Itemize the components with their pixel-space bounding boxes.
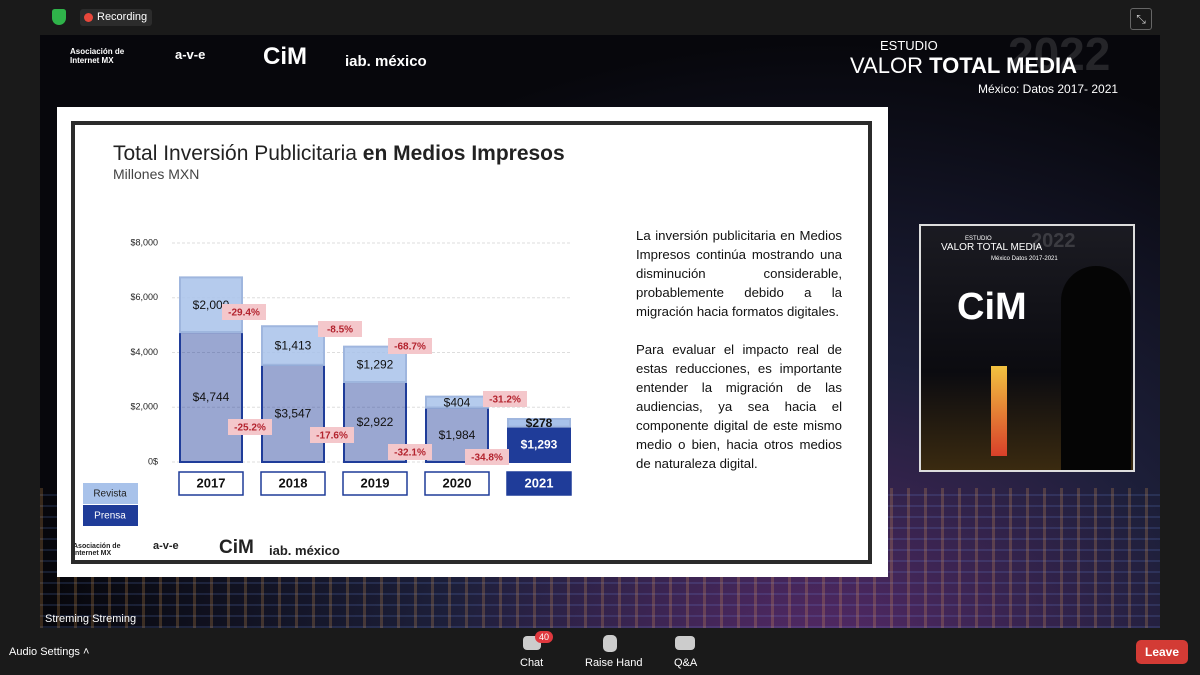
value-label: $1,984: [439, 428, 476, 442]
leave-button[interactable]: Leave: [1136, 640, 1188, 664]
security-icon[interactable]: [52, 9, 66, 25]
change-badge: [465, 449, 509, 465]
logo: iab. méxico: [345, 53, 427, 70]
change-label: -8.5%: [327, 325, 353, 336]
logo: Asociación de Internet MX: [70, 47, 125, 65]
bar-segment: [425, 406, 489, 463]
change-label: -31.2%: [489, 395, 521, 406]
category-box: [260, 471, 326, 496]
chat-badge: 40: [535, 631, 554, 643]
audio-label: Audio Settings: [9, 646, 80, 658]
legend-label: Prensa: [94, 511, 126, 522]
y-tick-label: $6,000: [130, 292, 158, 302]
change-badge: [388, 338, 432, 354]
change-label: -25.2%: [234, 423, 266, 434]
chat-button[interactable]: Chat: [520, 657, 544, 669]
value-label: $2,922: [357, 415, 394, 429]
change-label: -68.7%: [394, 342, 426, 353]
value-label: $1,413: [275, 339, 312, 353]
category-box: [506, 471, 572, 496]
slide-footer-logos: Asociación de Internet MX a-v-e CiM iab.…: [73, 535, 373, 563]
title-regular: Total Inversión Publicitaria: [113, 142, 357, 165]
study-label: ESTUDIO: [880, 38, 938, 53]
change-badge: [388, 444, 432, 460]
bar-segment: [261, 325, 325, 366]
title-regular: VALOR: [850, 53, 923, 78]
bar-segment: [507, 425, 571, 463]
x-tick-label: 2017: [197, 475, 226, 490]
recording-label: Recording: [97, 11, 148, 23]
x-tick-label: 2018: [279, 475, 308, 490]
slide-title: Total Inversión Publicitaria en Medios I…: [113, 142, 565, 166]
presenter-logo: CiM: [957, 286, 1027, 328]
value-label: $4,744: [193, 390, 230, 404]
presenter-person: [1061, 266, 1131, 470]
y-tick-label: $8,000: [130, 237, 158, 247]
change-badge: [318, 321, 362, 337]
logo: iab. méxico: [269, 543, 340, 558]
recording-indicator[interactable]: Recording: [80, 9, 152, 26]
presenter-video: ESTUDIO VALOR TOTAL MEDIA 2022 México Da…: [919, 224, 1135, 472]
slide-subtitle: Millones MXN: [113, 166, 200, 182]
study-title: VALOR TOTAL MEDIA: [850, 53, 1077, 79]
qa-icon[interactable]: [675, 636, 695, 650]
logo: a-v-e: [175, 47, 206, 62]
raise-hand-button[interactable]: Raise Hand: [585, 657, 643, 669]
change-label: -34.8%: [471, 453, 503, 464]
y-tick-label: 0$: [148, 456, 158, 466]
change-badge: [483, 391, 527, 407]
qa-button[interactable]: Q&A: [674, 657, 698, 669]
x-tick-label: 2020: [443, 475, 472, 490]
change-badge: [228, 419, 272, 435]
y-tick-label: $2,000: [130, 402, 158, 412]
bar-segment: [507, 417, 571, 428]
paragraph: Para evaluar el impacto real de estas re…: [636, 342, 842, 471]
value-label: $278: [526, 416, 553, 430]
presenter-text: 2022: [1031, 230, 1076, 252]
change-badge: [222, 304, 266, 320]
logo: CiM: [263, 43, 307, 70]
logo: CiM: [219, 537, 254, 558]
toolbar: Audio Settings ˄ 40 Chat Raise Hand Q&A …: [0, 630, 1200, 675]
change-label: -17.6%: [316, 431, 348, 442]
category-box: [178, 471, 244, 496]
title-bold: en Medios Impresos: [362, 142, 565, 165]
study-subtitle: México: Datos 2017- 2021: [978, 82, 1119, 96]
change-label: -32.1%: [394, 448, 426, 459]
raise-hand-icon[interactable]: [603, 635, 617, 652]
audio-settings[interactable]: Audio Settings ˄: [9, 646, 90, 658]
category-box: [424, 471, 490, 496]
title-bold: TOTAL MEDIA: [929, 53, 1077, 78]
y-tick-label: $4,000: [130, 347, 158, 357]
change-badge: [310, 427, 354, 443]
change-label: -29.4%: [228, 308, 260, 319]
legend-swatch: [83, 505, 138, 526]
value-label: $1,292: [357, 357, 394, 371]
legend-label: Revista: [93, 489, 127, 500]
top-bar: Recording ⤡: [0, 0, 1200, 35]
participant-name: Streming Streming: [45, 613, 137, 625]
x-tick-label: 2019: [361, 475, 390, 490]
presenter-text: VALOR TOTAL MEDIA: [941, 242, 1043, 253]
value-label: $1,293: [521, 437, 558, 451]
tower-light: [991, 366, 1007, 456]
presenter-text: México Datos 2017-2021: [991, 256, 1058, 262]
text-block: La inversión publicitaria en Medios Impr…: [636, 226, 842, 473]
x-tick-label: 2021: [525, 475, 554, 490]
legend-swatch: [83, 483, 138, 504]
record-dot: [84, 13, 93, 22]
value-label: $404: [444, 395, 471, 409]
category-box: [342, 471, 408, 496]
logo: a-v-e: [153, 540, 179, 552]
value-label: $3,547: [275, 407, 312, 421]
paragraph: La inversión publicitaria en Medios Impr…: [636, 228, 842, 319]
fullscreen-button[interactable]: ⤡: [1130, 8, 1152, 30]
value-label: $2,000: [193, 298, 230, 312]
presenter-text: ESTUDIO: [965, 236, 992, 242]
year-watermark: 2022: [1008, 35, 1111, 80]
logo: Asociación de Internet MX: [73, 543, 121, 557]
